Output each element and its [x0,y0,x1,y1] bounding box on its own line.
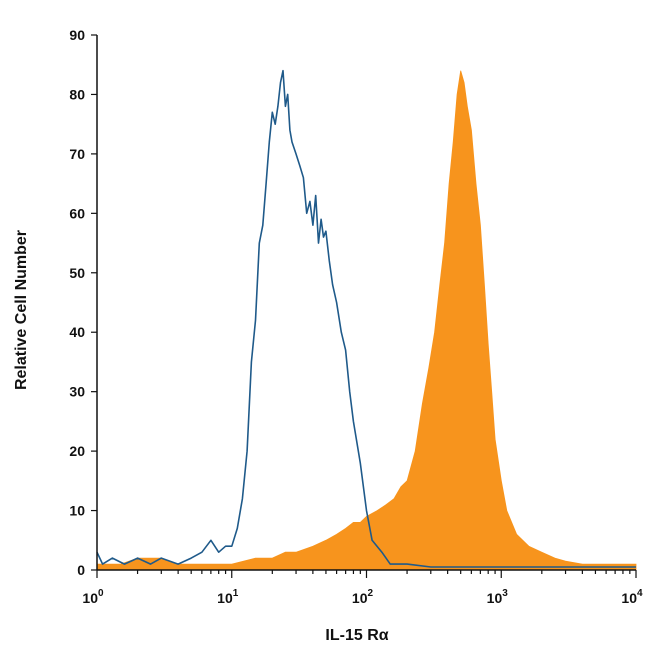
y-tick-label: 40 [69,324,85,340]
x-tick-label: 103 [487,588,509,606]
y-tick-label: 20 [69,443,85,459]
x-axis-title: IL-15 Rα [325,627,388,644]
y-ticks: 0 10 20 30 40 50 60 70 80 90 [69,27,97,578]
series-layer [96,69,637,571]
x-tick-label: 104 [621,588,643,606]
x-ticks: 100 101 102 103 104 [82,570,643,606]
y-tick-label: 10 [69,503,85,519]
outline-histogram [96,69,636,568]
y-tick-label: 90 [69,27,85,43]
y-tick-label: 80 [69,86,85,102]
y-tick-label: 0 [77,562,85,578]
y-axis-title: Relative Cell Number [13,230,30,390]
x-tick-label: 101 [217,588,239,606]
filled-histogram [96,70,637,571]
y-tick-label: 30 [69,384,85,400]
y-tick-label: 70 [69,146,85,162]
x-tick-label: 102 [352,588,374,606]
y-tick-label: 60 [69,205,85,221]
x-tick-label: 100 [82,588,104,606]
axes-layer [96,35,636,571]
y-tick-label: 50 [69,265,85,281]
